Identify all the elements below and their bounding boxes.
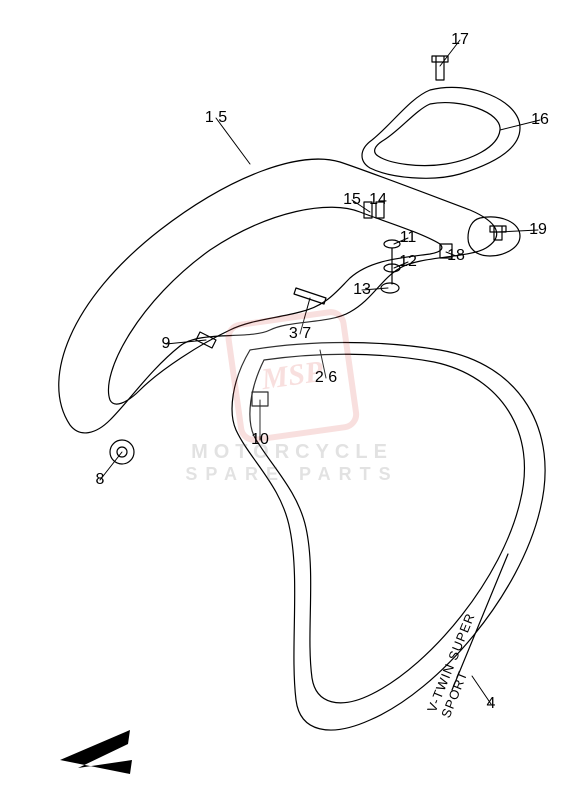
screw-19 [490, 226, 506, 240]
callout-11: 11 [400, 229, 417, 247]
callout-8: 8 [96, 471, 105, 489]
diagram-stage: MSP MOTORCYCLE SPARE PARTS V-TWIN SUPER … [0, 0, 584, 800]
callout-3-7: 3 7 [289, 325, 311, 343]
callout-15: 15 [343, 191, 361, 209]
callout-17: 17 [451, 31, 469, 49]
line-art [0, 0, 584, 800]
callout-4: 4 [487, 695, 496, 713]
callout-10: 10 [251, 431, 269, 449]
slot-3-7 [294, 288, 326, 304]
callout-13: 13 [353, 281, 371, 299]
upper-cowl-inner [108, 207, 441, 404]
view-direction-arrow [60, 730, 132, 774]
screw-17 [432, 56, 448, 80]
pillion-tail-inner [375, 103, 500, 166]
callout-14: 14 [369, 191, 387, 209]
callout-1-5: 1 5 [205, 109, 227, 127]
callout-9: 9 [162, 335, 171, 353]
callout-18: 18 [447, 247, 465, 265]
callout-16: 16 [531, 111, 549, 129]
lower-side-cover-inner [250, 354, 525, 703]
callout-19: 19 [529, 221, 547, 239]
callout-12: 12 [399, 253, 417, 271]
upper-cowl-outline [59, 159, 497, 433]
callout-2-6: 2 6 [315, 369, 337, 387]
lower-side-cover-outline [232, 343, 545, 731]
